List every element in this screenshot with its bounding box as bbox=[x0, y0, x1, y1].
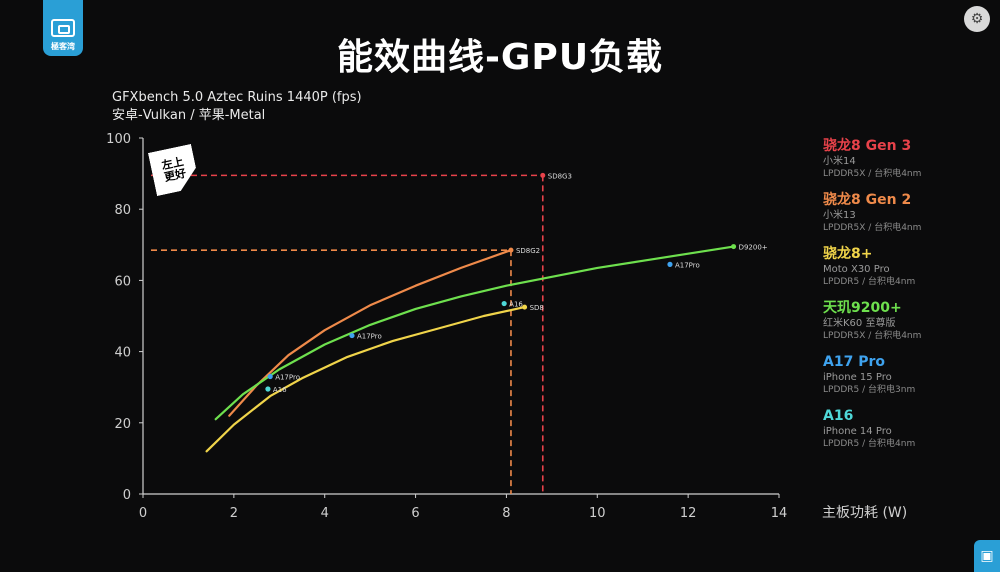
point-label: A17Pro bbox=[275, 374, 300, 382]
legend-item: A16 iPhone 14 Pro LPDDR5 / 台积电4nm bbox=[823, 408, 993, 462]
chart-subtitle: 安卓-Vulkan / 苹果-Metal bbox=[112, 108, 266, 123]
watermark-icon: ▣ bbox=[974, 540, 1000, 572]
series-end-point bbox=[540, 172, 546, 178]
x-tick-label: 4 bbox=[321, 506, 329, 521]
legend-device: Moto X30 Pro bbox=[823, 264, 890, 275]
y-tick-label: 60 bbox=[114, 274, 131, 289]
y-tick-label: 20 bbox=[114, 417, 131, 432]
x-tick-label: 14 bbox=[771, 506, 788, 521]
chart-title: GFXbench 5.0 Aztec Ruins 1440P (fps) bbox=[112, 90, 362, 105]
point-label: D9200+ bbox=[739, 244, 768, 252]
x-tick-label: 6 bbox=[411, 506, 419, 521]
y-tick-label: 0 bbox=[123, 488, 131, 503]
legend-series-name: 天玑9200+ bbox=[823, 300, 902, 316]
legend-memory: LPDDR5 / 台积电4nm bbox=[823, 277, 916, 287]
legend-item: 天玑9200+ 红米K60 至尊版 LPDDR5X / 台积电4nm bbox=[823, 300, 993, 354]
logo-text: 極客湾 bbox=[51, 42, 75, 51]
legend-device: iPhone 15 Pro bbox=[823, 372, 892, 383]
legend-item: 骁龙8+ Moto X30 Pro LPDDR5 / 台积电4nm bbox=[823, 246, 993, 300]
legend-series-name: A17 Pro bbox=[823, 354, 885, 370]
point-label: SD8G3 bbox=[548, 172, 572, 180]
legend-series-name: 骁龙8 Gen 3 bbox=[823, 138, 912, 154]
legend-memory: LPDDR5 / 台积电4nm bbox=[823, 439, 916, 449]
legend-memory: LPDDR5X / 台积电4nm bbox=[823, 169, 922, 179]
data-point bbox=[349, 332, 355, 339]
y-tick-label: 100 bbox=[106, 132, 131, 147]
settings-icon[interactable]: ⚙ bbox=[964, 6, 990, 32]
data-point bbox=[265, 386, 271, 392]
legend-memory: LPDDR5 / 台积电3nm bbox=[823, 385, 916, 395]
legend-series-name: A16 bbox=[823, 408, 854, 424]
badge-text: 左上 更好 bbox=[160, 154, 188, 185]
data-point bbox=[267, 373, 273, 380]
series-line bbox=[214, 245, 735, 421]
x-axis-label: 主板功耗 (W) bbox=[822, 505, 907, 521]
legend-device: 小米14 bbox=[823, 156, 856, 167]
legend-device: 红米K60 至尊版 bbox=[823, 318, 896, 329]
data-point bbox=[667, 261, 673, 267]
brand-logo: 極客湾 bbox=[43, 0, 83, 56]
point-label: SD8 bbox=[530, 304, 544, 312]
x-tick-label: 10 bbox=[589, 506, 606, 521]
logo-icon bbox=[51, 19, 75, 37]
y-tick-label: 40 bbox=[114, 346, 131, 361]
legend-memory: LPDDR5X / 台积电4nm bbox=[823, 223, 922, 233]
series-end-point bbox=[508, 247, 514, 253]
point-label: A17Pro bbox=[675, 261, 700, 269]
data-point bbox=[501, 300, 507, 307]
series-end-point bbox=[731, 244, 737, 250]
legend-item: 骁龙8 Gen 3 小米14 LPDDR5X / 台积电4nm bbox=[823, 138, 993, 192]
legend-device: 小米13 bbox=[823, 210, 856, 221]
legend-series-name: 骁龙8+ bbox=[823, 246, 873, 262]
point-label: A16 bbox=[509, 301, 523, 309]
legend-item: 骁龙8 Gen 2 小米13 LPDDR5X / 台积电4nm bbox=[823, 192, 993, 246]
x-tick-label: 12 bbox=[680, 506, 697, 521]
legend-series-name: 骁龙8 Gen 2 bbox=[823, 192, 912, 208]
point-label: SD8G2 bbox=[516, 247, 540, 255]
x-tick-label: 8 bbox=[502, 506, 510, 521]
y-tick-label: 80 bbox=[114, 203, 131, 218]
series-end-point bbox=[522, 304, 528, 310]
x-tick-label: 2 bbox=[230, 506, 238, 521]
chart-title-block: GFXbench 5.0 Aztec Ruins 1440P (fps) 安卓-… bbox=[112, 89, 362, 125]
page-title: 能效曲线-GPU负载 bbox=[336, 37, 664, 78]
legend: 骁龙8 Gen 3 小米14 LPDDR5X / 台积电4nm 骁龙8 Gen 2 小米… bbox=[823, 138, 993, 462]
point-label: A16 bbox=[273, 386, 287, 394]
legend-memory: LPDDR5X / 台积电4nm bbox=[823, 331, 922, 341]
legend-device: iPhone 14 Pro bbox=[823, 426, 892, 437]
x-tick-label: 0 bbox=[139, 506, 147, 521]
legend-item: A17 Pro iPhone 15 Pro LPDDR5 / 台积电3nm bbox=[823, 354, 993, 408]
point-label: A17Pro bbox=[357, 333, 382, 341]
series-line bbox=[205, 306, 526, 453]
